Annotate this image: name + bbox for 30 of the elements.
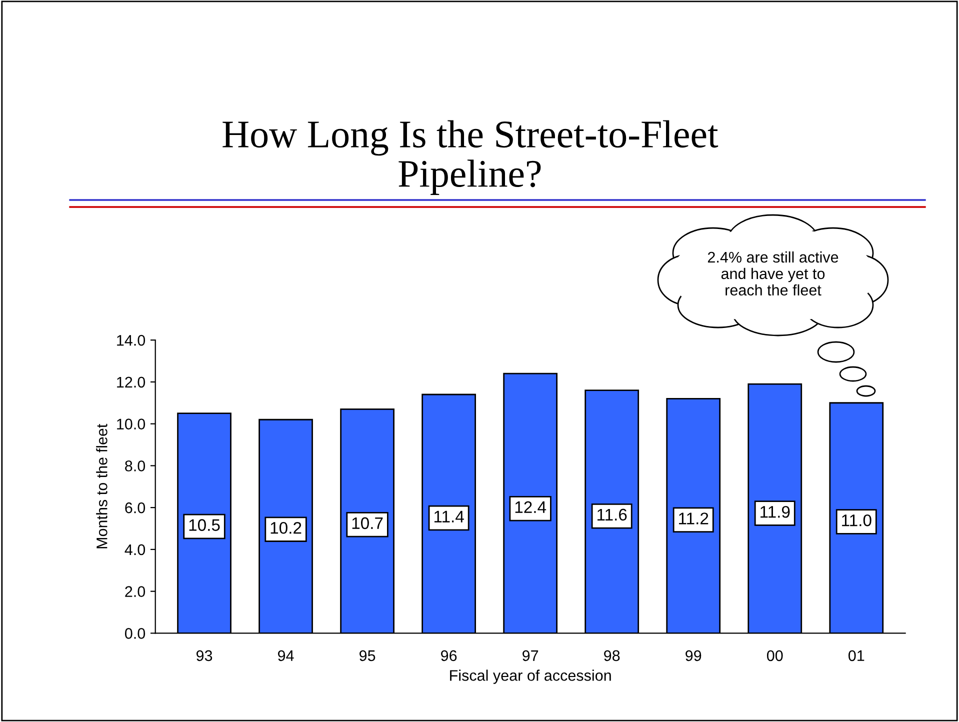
y-tick-label: 0.0 (124, 628, 146, 639)
y-tick-label: 14.0 (117, 334, 146, 346)
data-label: 12.4 (515, 501, 546, 513)
y-tick-label: 4.0 (124, 544, 146, 556)
chart-title: How Long Is the Street-to-Fleet Pipeline? (222, 120, 718, 195)
data-label: 10.7 (352, 517, 383, 530)
y-axis-title: Months to the fleet (96, 424, 108, 548)
x-tick-label: 01 (848, 650, 864, 662)
x-axis-title: Fiscal year of accession (450, 670, 611, 684)
y-tick-label: 12.0 (117, 376, 146, 388)
y-tick-label: 10.0 (117, 418, 146, 430)
text: 2.4% are still active and have yet to reach the fleet (708, 251, 838, 296)
x-tick-label: 97 (522, 650, 538, 662)
x-tick-label: 00 (766, 650, 783, 662)
data-label: 11.4 (434, 510, 464, 522)
x-tick-label: 99 (686, 650, 702, 662)
x-tick-label: 95 (360, 650, 376, 662)
data-label: 11.9 (760, 506, 790, 518)
x-tick-label: 94 (278, 650, 294, 662)
y-tick-label: 6.0 (125, 502, 146, 514)
x-tick-label: 96 (441, 650, 457, 662)
data-label: 11.6 (598, 508, 627, 521)
data-label: 10.2 (270, 522, 302, 534)
y-tick-label: 8.0 (125, 460, 146, 472)
x-tick-label: 93 (196, 650, 212, 662)
x-tick-label: 98 (604, 650, 620, 662)
y-tick-label: 2.0 (125, 586, 146, 598)
data-label: 11.2 (679, 512, 708, 524)
data-label: 10.5 (189, 519, 220, 531)
data-label: 11.0 (842, 514, 872, 526)
